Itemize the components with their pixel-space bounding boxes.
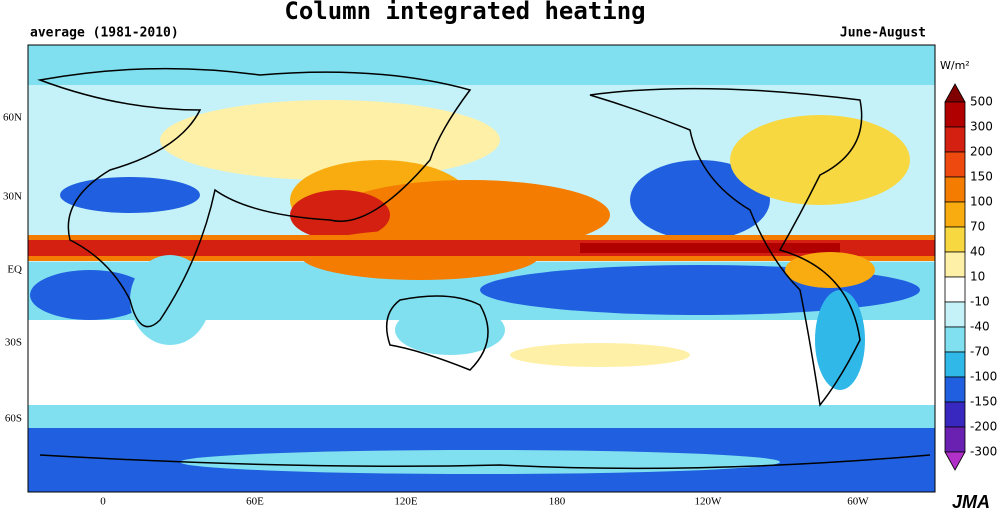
subtitle-right: June-August bbox=[840, 26, 926, 41]
colorbar-label: -40 bbox=[970, 320, 990, 334]
colorbar-swatch bbox=[944, 226, 966, 253]
colorbar-label: 500 bbox=[970, 95, 993, 109]
colorbar-label: -10 bbox=[970, 295, 990, 309]
colorbar-label: -100 bbox=[970, 370, 997, 384]
latitude-label: 60N bbox=[3, 112, 22, 124]
colorbar-swatch bbox=[944, 376, 966, 403]
longitude-label: 0 bbox=[100, 496, 106, 508]
colorbar-swatch bbox=[944, 276, 966, 303]
colorbar-swatch bbox=[944, 83, 966, 103]
longitude-label: 180 bbox=[549, 496, 566, 508]
colorbar-swatch bbox=[944, 351, 966, 378]
colorbar-swatch bbox=[944, 326, 966, 353]
colorbar-label: 10 bbox=[970, 270, 985, 284]
colorbar-swatch bbox=[944, 126, 966, 153]
longitude-label: 120W bbox=[695, 496, 723, 508]
colorbar-label: 300 bbox=[970, 120, 993, 134]
colorbar-label: -300 bbox=[970, 445, 997, 459]
colorbar-swatch bbox=[944, 426, 966, 453]
colorbar-label: 100 bbox=[970, 195, 993, 209]
colorbar-unit: W/m² bbox=[940, 59, 970, 72]
colorbar-label: -200 bbox=[970, 420, 997, 434]
subtitle-left: average (1981-2010) bbox=[30, 26, 179, 41]
colorbar-swatch bbox=[944, 101, 966, 128]
colorbar-swatch bbox=[944, 451, 966, 471]
colorbar-label: 150 bbox=[970, 170, 993, 184]
colorbar-swatch bbox=[944, 151, 966, 178]
colorbar-label: -70 bbox=[970, 345, 990, 359]
map bbox=[28, 45, 935, 492]
latitude-label: 60S bbox=[5, 413, 22, 425]
colorbar-label: 200 bbox=[970, 145, 993, 159]
colorbar-swatch bbox=[944, 301, 966, 328]
latitude-label: 30N bbox=[3, 191, 22, 203]
colorbar-swatch bbox=[944, 401, 966, 428]
colorbar-label: 40 bbox=[970, 245, 985, 259]
longitude-label: 120E bbox=[394, 496, 418, 508]
colorbar-swatch bbox=[944, 251, 966, 278]
map-frame bbox=[27, 44, 936, 493]
latitude-label: 30S bbox=[5, 337, 22, 349]
colorbar-swatch bbox=[944, 201, 966, 228]
longitude-label: 60E bbox=[246, 496, 264, 508]
credit: JMA bbox=[952, 492, 990, 512]
colorbar-label: -150 bbox=[970, 395, 997, 409]
title: Column integrated heating bbox=[284, 0, 645, 25]
colorbar-label: 70 bbox=[970, 220, 985, 234]
longitude-label: 60W bbox=[847, 496, 869, 508]
colorbar-swatch bbox=[944, 176, 966, 203]
latitude-label: EQ bbox=[7, 264, 22, 276]
